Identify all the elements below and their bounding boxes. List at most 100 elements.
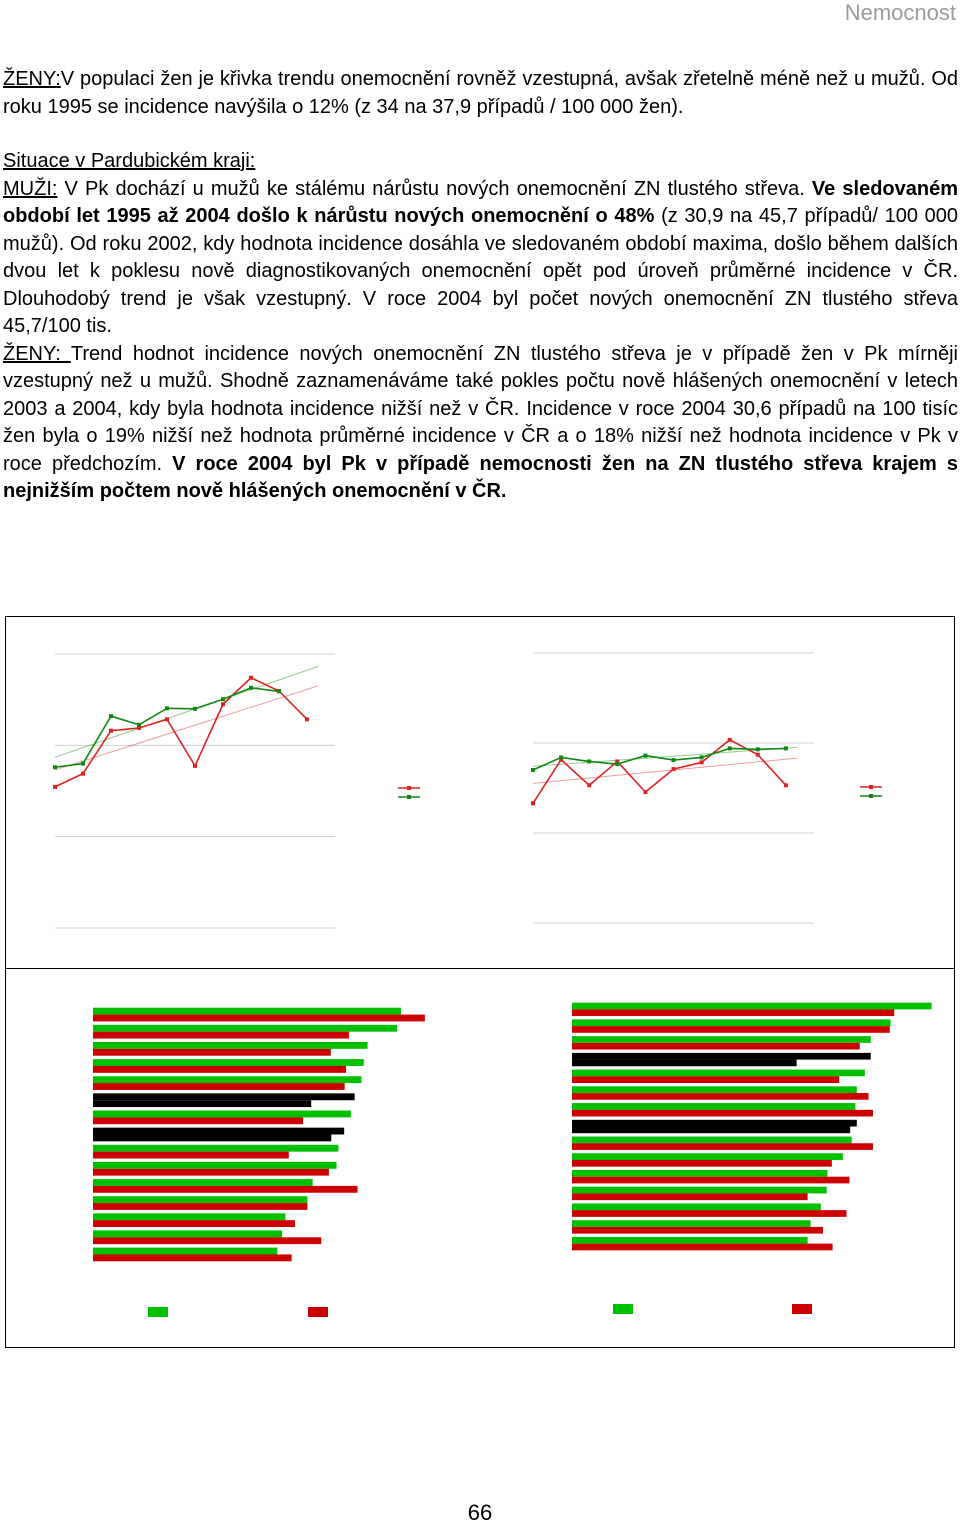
bar [572, 1036, 871, 1043]
data-point [221, 697, 225, 702]
paragraph: ŽENY: Trend hodnot incidence nových onem… [3, 341, 958, 506]
data-point [755, 752, 760, 757]
data-point [137, 725, 141, 730]
legend-marker [869, 794, 873, 798]
data-point [559, 757, 564, 762]
bar [572, 1136, 852, 1144]
trend-line [532, 746, 798, 767]
bar [93, 1151, 289, 1159]
data-point [671, 758, 676, 763]
data-point [53, 784, 57, 789]
bar [572, 1059, 797, 1067]
bar [93, 1168, 329, 1176]
bar [93, 1076, 362, 1084]
bar [572, 1069, 865, 1077]
trend-line [532, 757, 798, 784]
bar [93, 1220, 295, 1228]
bar [93, 1110, 351, 1118]
page-number: 66 [467, 1500, 493, 1525]
bar [572, 1186, 827, 1194]
series-line [54, 676, 308, 788]
data-point [643, 790, 648, 795]
data-point [587, 783, 592, 788]
data-point [165, 706, 169, 711]
data-point [699, 760, 704, 765]
bar [572, 1093, 869, 1100]
bar [93, 1203, 308, 1210]
data-point [615, 762, 620, 767]
bar [572, 1019, 891, 1027]
text-run: V roce 2004 byl Pk v případě nemocnosti … [3, 452, 958, 503]
bar [572, 1002, 932, 1010]
bar [572, 1026, 890, 1033]
bar [572, 1076, 840, 1083]
data-point [109, 728, 113, 733]
bar [572, 1170, 828, 1177]
line-chart-muzi [53, 653, 420, 929]
bar [572, 1153, 843, 1160]
data-point [277, 689, 281, 694]
bar [93, 1185, 358, 1193]
bar [93, 1213, 286, 1221]
data-point [559, 755, 564, 760]
bar [93, 1031, 349, 1039]
data-point [643, 753, 648, 758]
bar [93, 1024, 398, 1032]
text-run: Situace v Pardubickém kraji: [3, 150, 256, 172]
data-point [305, 717, 309, 722]
data-point [755, 747, 760, 752]
line-chart-zeny [531, 652, 882, 924]
data-point [81, 761, 85, 766]
bar [572, 1159, 832, 1167]
data-point [165, 717, 169, 722]
legend-marker [869, 785, 873, 789]
legend-marker [407, 795, 411, 799]
bar [93, 1247, 278, 1255]
data-point [531, 801, 535, 806]
data-point [727, 737, 732, 742]
data-point [249, 685, 253, 690]
bar-chart-muzi [93, 1007, 425, 1317]
legend-swatch [308, 1307, 328, 1317]
text-run: ŽENY: [3, 68, 61, 90]
data-point [193, 763, 197, 768]
bar [572, 1210, 847, 1217]
bar-chart-zeny [572, 1002, 932, 1314]
section-title: Nemocnost [844, 0, 956, 25]
trend-line [54, 665, 319, 758]
data-point [221, 702, 225, 707]
bar [572, 1243, 833, 1251]
bar [572, 1042, 860, 1050]
text-run: V populaci žen je křivka trendu onemocně… [3, 68, 958, 118]
text-run: (z 30,9 na 45,7 případů/ 100 000 mužů). … [3, 205, 959, 337]
bar [572, 1236, 808, 1244]
bar [93, 1041, 368, 1049]
data-point [615, 759, 620, 764]
series-line [532, 747, 786, 771]
data-point [81, 771, 85, 776]
bar [572, 1086, 857, 1094]
text-run: Ve sledovaném období let 1995 až 2004 do… [3, 177, 958, 228]
bar [572, 1203, 821, 1211]
data-point [109, 714, 113, 719]
data-point [699, 755, 704, 760]
paragraph: MUŽI: V Pk dochází u mužů ke stálému nár… [3, 176, 958, 341]
bar [572, 1176, 850, 1184]
bar [93, 1059, 364, 1066]
bar [93, 1254, 292, 1262]
paragraph: ŽENY:V populaci žen je křivka trendu one… [3, 66, 958, 121]
legend-swatch [792, 1304, 812, 1314]
legend-marker [407, 786, 411, 790]
data-point [53, 765, 57, 770]
data-point [249, 675, 253, 680]
bar [93, 1083, 345, 1090]
legend-swatch [613, 1304, 633, 1314]
bar [572, 1109, 873, 1117]
bar [93, 1065, 347, 1073]
bar [93, 1127, 345, 1135]
data-point [137, 722, 141, 727]
data-point [783, 783, 788, 788]
text-run: MUŽI: [3, 177, 58, 200]
bar [572, 1103, 856, 1110]
text-run: ŽENY: [3, 342, 71, 365]
